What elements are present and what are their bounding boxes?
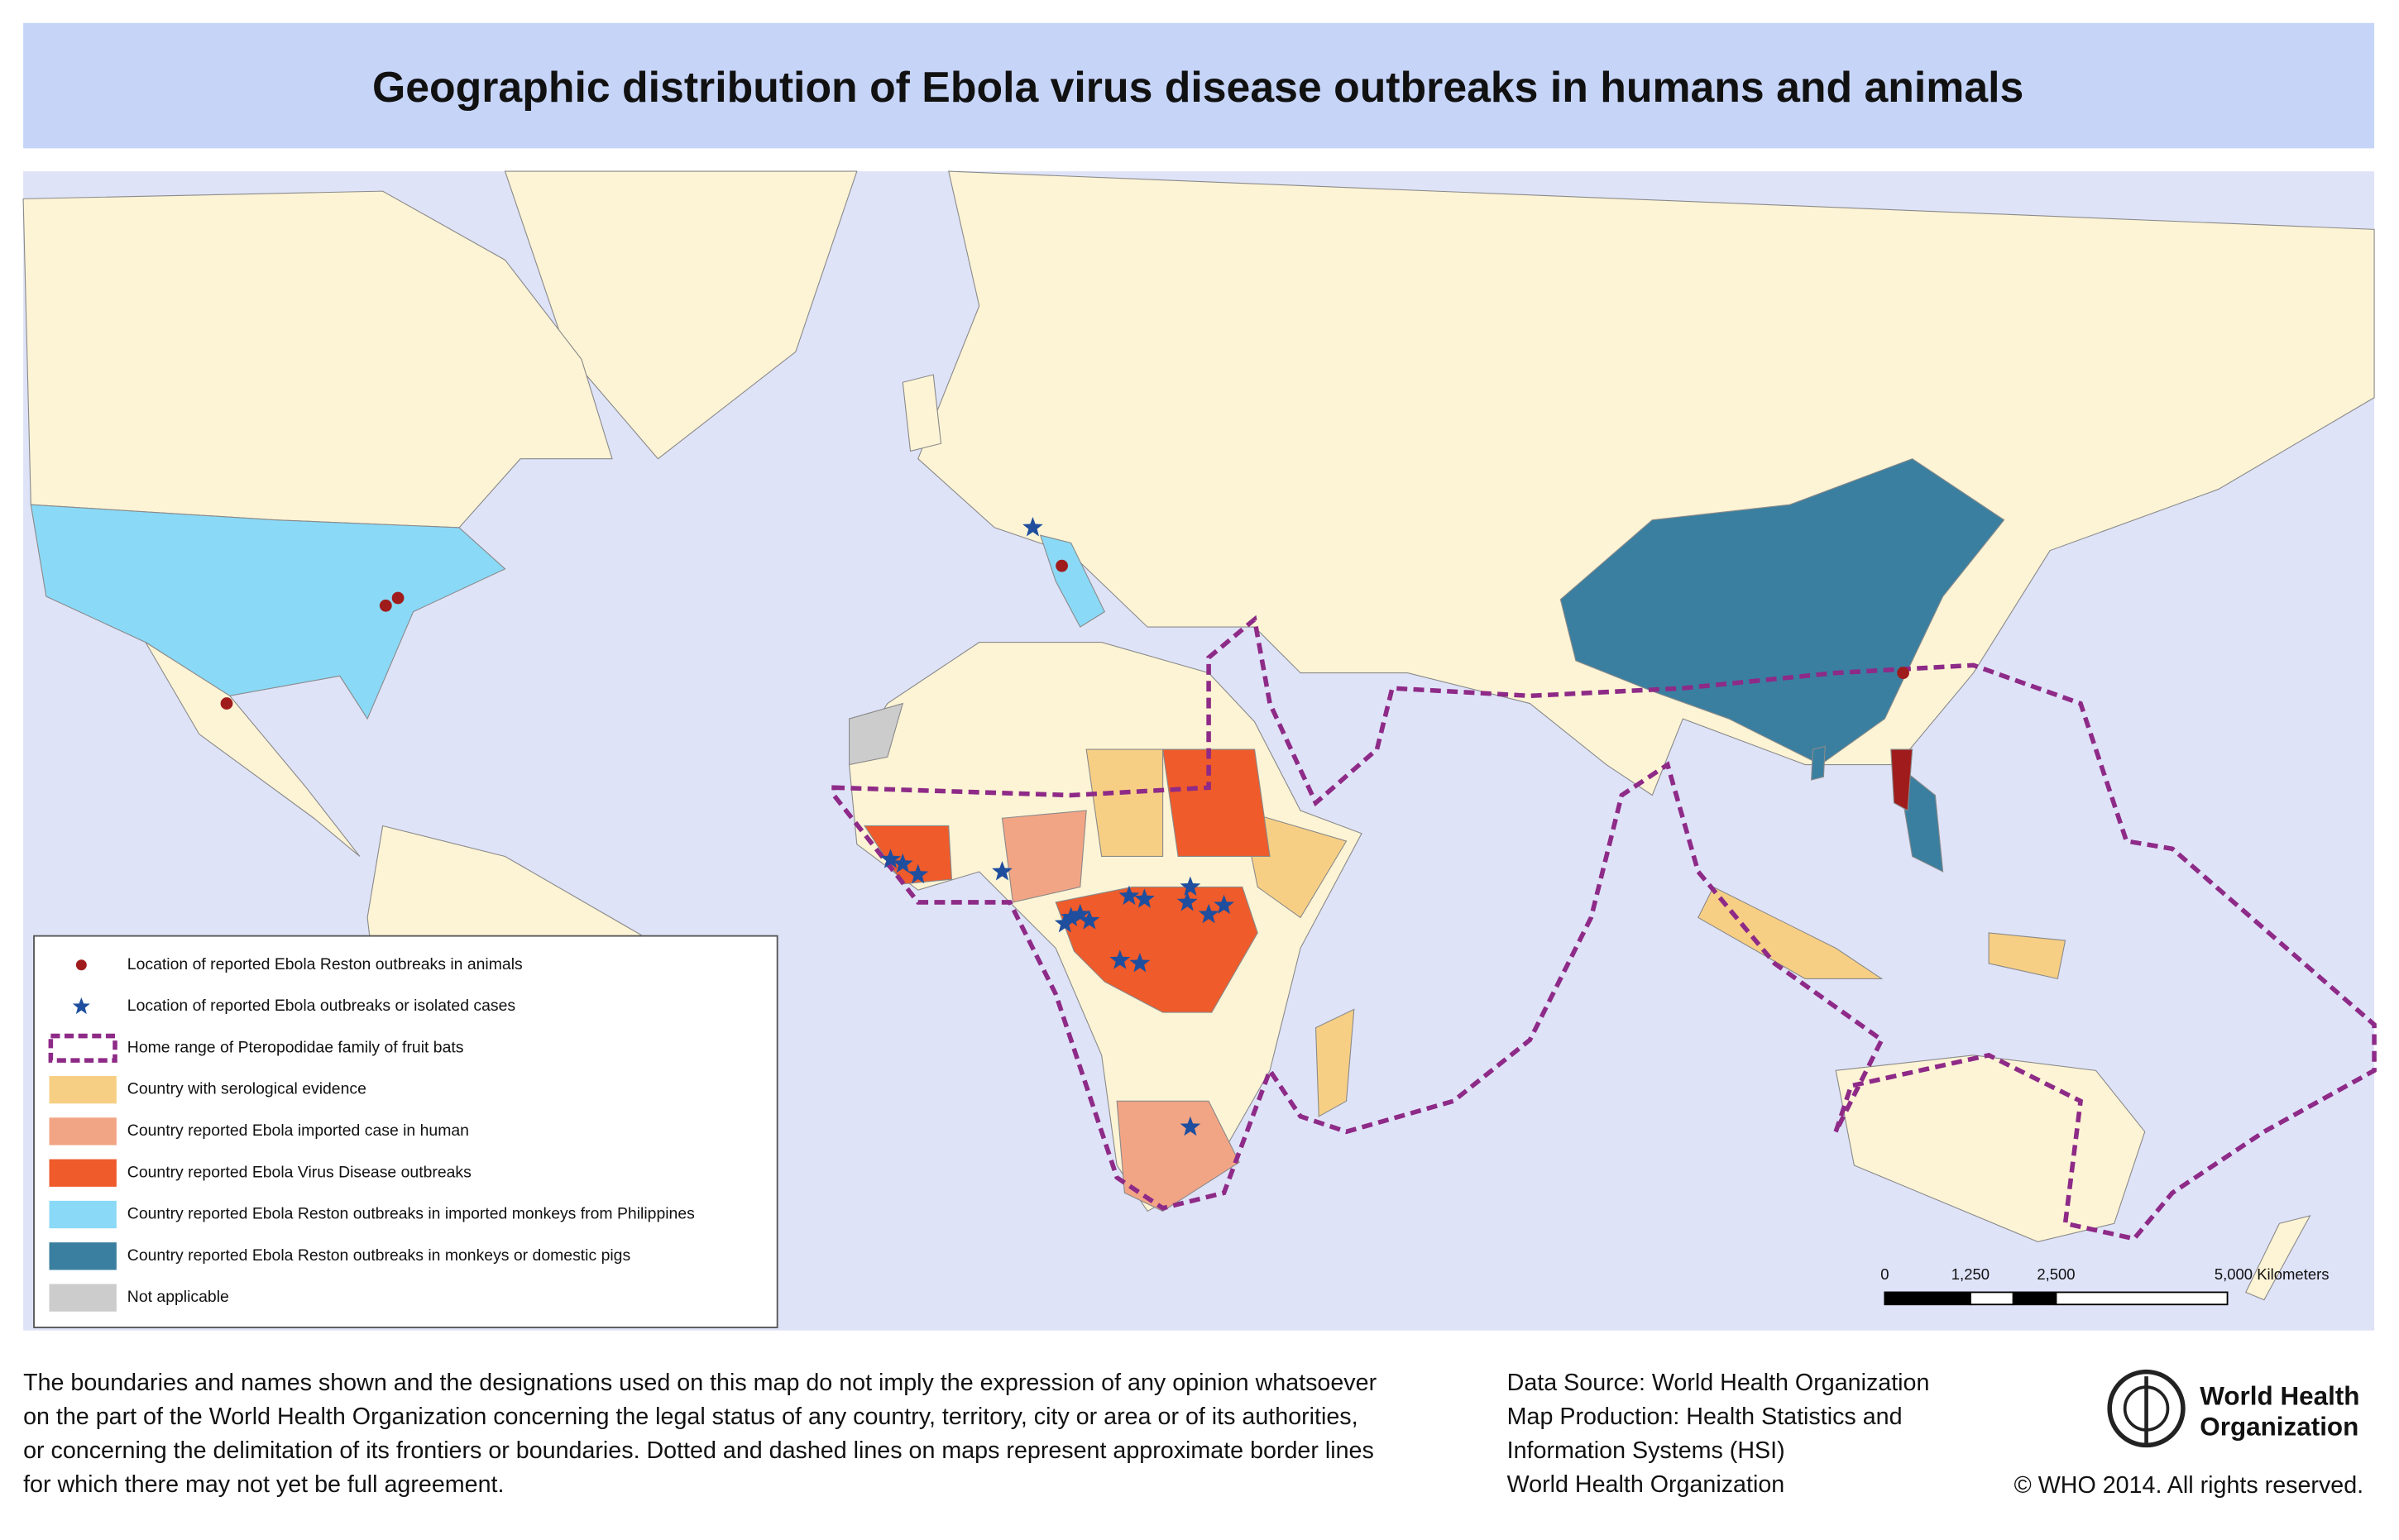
philippines-luzon xyxy=(1890,748,1913,811)
reston-dot xyxy=(1897,667,1909,679)
scale-label: 0 xyxy=(1880,1265,1889,1283)
legend-swatch xyxy=(49,1117,117,1145)
scale-label: 2,500 xyxy=(2037,1265,2075,1283)
legend-star xyxy=(72,997,90,1015)
legend-dot xyxy=(75,959,87,971)
disclaimer-line: for which there may not yet be full agre… xyxy=(23,1471,504,1498)
legend-swatch xyxy=(49,1075,117,1104)
central-america xyxy=(145,642,361,857)
scale-segment xyxy=(1884,1291,1971,1306)
markers xyxy=(220,516,1909,1136)
source-line: Information Systems (HSI) xyxy=(1507,1437,1785,1464)
legend-label: Country reported Ebola Virus Disease out… xyxy=(127,1163,472,1181)
outbreak-star xyxy=(892,853,913,873)
outbreak-star xyxy=(1180,876,1201,896)
indonesia xyxy=(1697,886,1884,979)
legend-label: Location of reported Ebola Reston outbre… xyxy=(127,955,523,973)
source-line: Data Source: World Health Organization xyxy=(1507,1370,1930,1396)
outbreak-star xyxy=(880,849,901,868)
disclaimer-line: The boundaries and names shown and the d… xyxy=(23,1370,1377,1396)
eurasia xyxy=(917,170,2375,796)
madagascar xyxy=(1314,1008,1355,1117)
legend-swatch xyxy=(49,1159,117,1187)
title: Geographic distribution of Ebola virus d… xyxy=(372,63,2023,111)
outbreak-star xyxy=(1129,952,1151,973)
disclaimer-line: on the part of the World Health Organiza… xyxy=(23,1404,1358,1430)
south-africa xyxy=(1116,1100,1240,1212)
footer: The boundaries and names shown and the d… xyxy=(23,1370,2363,1499)
legend-box xyxy=(33,935,778,1328)
source-line: Map Production: Health Statistics and xyxy=(1507,1404,1903,1430)
scale-bar: 0 1,250 2,500 5,000 Kilometers xyxy=(1880,1265,2330,1306)
scale-segment xyxy=(2055,1291,2229,1306)
source-line: World Health Organization xyxy=(1507,1471,1785,1498)
land-masses xyxy=(22,170,2377,1328)
taiwan xyxy=(1811,745,1826,781)
new-zealand xyxy=(2244,1215,2311,1301)
legend-label: Not applicable xyxy=(127,1288,229,1306)
who-emblem xyxy=(2107,1369,2186,1448)
ethiopia xyxy=(1242,810,1348,919)
legend-label: Country reported Ebola Reston outbreaks … xyxy=(127,1246,630,1265)
outbreak-star xyxy=(1118,885,1140,906)
outbreak-star xyxy=(1134,888,1155,908)
outbreak-star xyxy=(907,863,929,884)
outbreak-star xyxy=(1079,910,1100,930)
legend-swatch xyxy=(49,1200,117,1229)
legend-label: Country with serological evidence xyxy=(127,1080,366,1098)
usa xyxy=(30,504,506,720)
outbreak-star xyxy=(1176,892,1198,911)
chad xyxy=(1085,748,1164,858)
fruit-bat-range xyxy=(831,615,2377,1241)
legend-dashed xyxy=(48,1033,117,1063)
legend-label: Home range of Pteropodidae family of fru… xyxy=(127,1038,464,1056)
outbreak-star xyxy=(1022,516,1043,537)
outbreak-star xyxy=(1180,1116,1201,1136)
legend-label: Country reported Ebola imported case in … xyxy=(127,1122,469,1140)
legend-label: Country reported Ebola Reston outbreaks … xyxy=(127,1205,695,1223)
outbreak-star xyxy=(992,861,1013,881)
disclaimer-line: or concerning the delimitation of its fr… xyxy=(23,1437,1374,1464)
outbreak-star xyxy=(1214,894,1234,915)
scale-segment xyxy=(1969,1291,2014,1306)
legend-swatch xyxy=(49,1242,117,1270)
papua xyxy=(1988,932,2066,980)
legend-label: Location of reported Ebola outbreaks or … xyxy=(127,997,515,1015)
outbreak-star xyxy=(1054,912,1075,933)
nigeria xyxy=(1001,810,1087,903)
greenland xyxy=(504,170,858,460)
reston-dot xyxy=(391,591,405,605)
logo-text: World Health xyxy=(2200,1381,2359,1410)
reston-dot xyxy=(1056,559,1068,572)
title-bar xyxy=(23,22,2375,149)
sudan xyxy=(1161,748,1271,858)
reston-dot xyxy=(379,599,392,612)
reston-dot xyxy=(220,697,233,710)
scale-label: 5,000 Kilometers xyxy=(2215,1265,2330,1283)
legend-swatch xyxy=(49,1284,117,1312)
western-sahara xyxy=(849,702,904,766)
copyright: © WHO 2014. All rights reserved. xyxy=(2014,1472,2363,1499)
outbreak-star xyxy=(1109,949,1131,969)
uk xyxy=(902,374,942,452)
italy xyxy=(1039,534,1106,628)
scale-segment xyxy=(2012,1291,2057,1306)
legend: Location of reported Ebola Reston outbre… xyxy=(48,955,695,1312)
scale-label: 1,250 xyxy=(1951,1265,1990,1283)
logo-text: Organization xyxy=(2200,1412,2358,1441)
outbreak-star xyxy=(1070,903,1091,924)
outbreak-star xyxy=(1198,903,1219,924)
outbreak-star xyxy=(1061,906,1082,926)
